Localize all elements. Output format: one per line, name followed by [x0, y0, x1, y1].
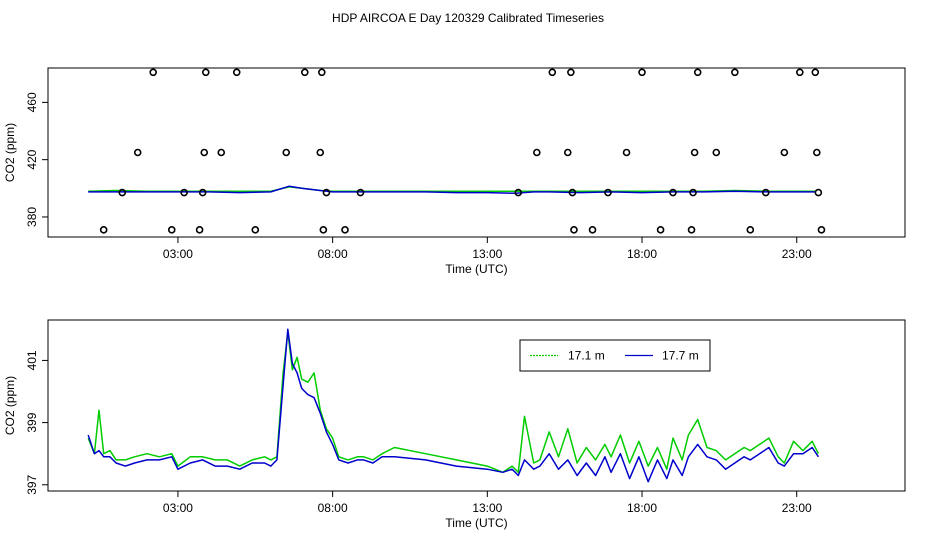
calibration-point	[341, 226, 349, 234]
calibration-point	[322, 188, 331, 197]
figure-title: HDP AIRCOA E Day 120329 Calibrated Times…	[332, 11, 604, 25]
series-line-0-0	[88, 186, 816, 192]
calibration-point	[568, 188, 577, 197]
series-layer-top	[88, 68, 826, 234]
calibration-point	[669, 188, 677, 197]
x-tick-label: 13:00	[472, 247, 502, 261]
calibration-point	[693, 68, 702, 77]
calibration-point	[167, 226, 176, 234]
x-tick-label: 23:00	[782, 247, 812, 261]
calibration-point	[318, 68, 326, 77]
series-line-1-0	[87, 331, 820, 474]
calibration-point	[570, 226, 578, 234]
calibration-point	[232, 68, 241, 77]
calibration-point	[811, 68, 820, 77]
calibration-point	[817, 226, 826, 234]
calibration-point	[118, 188, 127, 197]
plot-frame-bottom	[47, 319, 906, 492]
x-tick-label: 08:00	[318, 501, 348, 515]
calibration-point	[133, 148, 142, 157]
y-tick-label: 401	[25, 350, 39, 370]
y-axis-label-bottom: CO2 (ppm)	[3, 376, 17, 435]
y-tick-label: 399	[25, 412, 39, 432]
calibration-point	[319, 226, 328, 234]
calibration-point	[180, 188, 188, 197]
calibration-point	[548, 68, 557, 77]
axes-top: 03:00 08:00 13:00 18:00 23:00 380 420 460	[25, 92, 812, 261]
calibration-point	[316, 148, 325, 157]
calibration-point	[201, 68, 210, 77]
x-tick-label: 18:00	[627, 247, 657, 261]
calibration-point	[689, 188, 697, 197]
x-axis-label-bottom: Time (UTC)	[445, 516, 507, 530]
x-axis-label-top: Time (UTC)	[445, 262, 507, 276]
calibration-point	[622, 148, 631, 157]
series-line-0-1	[88, 185, 816, 195]
calibration-point	[217, 148, 226, 157]
calibration-point	[149, 68, 157, 77]
calibration-point	[99, 226, 108, 234]
calibration-point	[282, 148, 291, 157]
y-axis-label-top: CO2 (ppm)	[3, 123, 17, 182]
x-tick-label: 18:00	[627, 501, 657, 515]
calibration-point	[300, 68, 309, 77]
calibration-point	[814, 188, 823, 197]
x-tick-label: 13:00	[472, 501, 502, 515]
calibration-point	[813, 148, 821, 157]
series-layer-bottom	[87, 328, 820, 483]
panel-bottom: 03:00 08:00 13:00 18:00 23:00 397 399 401 Time …	[3, 319, 906, 530]
calibration-point	[563, 148, 572, 157]
legend-label-17-1m: 17.1 m	[568, 349, 605, 363]
calibration-point	[514, 188, 523, 197]
calibration-point	[761, 188, 770, 197]
calibration-point	[731, 68, 739, 77]
calibration-point	[533, 148, 541, 157]
x-tick-label: 03:00	[163, 501, 193, 515]
calibration-point	[195, 226, 204, 234]
y-tick-label: 380	[25, 207, 39, 227]
plot-frame-top	[47, 67, 906, 238]
x-tick-label: 23:00	[782, 501, 812, 515]
calibration-point	[198, 188, 207, 197]
y-tick-label: 420	[25, 149, 39, 169]
calibration-point	[638, 68, 646, 77]
calibration-point	[746, 226, 755, 234]
x-tick-label: 03:00	[163, 247, 193, 261]
calibration-point	[200, 148, 209, 157]
panel-top: 03:00 08:00 13:00 18:00 23:00 380 420 460 Time …	[3, 67, 906, 276]
y-tick-label: 460	[25, 92, 39, 112]
calibration-point	[796, 68, 804, 77]
calibration-point	[356, 188, 365, 197]
axes-bottom: 03:00 08:00 13:00 18:00 23:00 397 399 401	[25, 350, 812, 515]
legend-label-17-7m: 17.7 m	[662, 349, 699, 363]
y-tick-label: 397	[25, 474, 39, 494]
x-tick-label: 08:00	[318, 247, 348, 261]
calibration-point	[712, 148, 721, 157]
calibration-point	[588, 226, 597, 234]
calibration-point	[687, 226, 696, 234]
calibration-point	[604, 188, 612, 197]
calibration-point	[567, 68, 575, 77]
series-line-1-1	[87, 328, 820, 483]
calibration-point	[690, 148, 699, 157]
legend: 17.1 m 17.7 m	[519, 339, 711, 372]
calibration-point	[780, 148, 789, 157]
calibration-point	[251, 226, 260, 234]
calibration-point	[656, 226, 665, 234]
